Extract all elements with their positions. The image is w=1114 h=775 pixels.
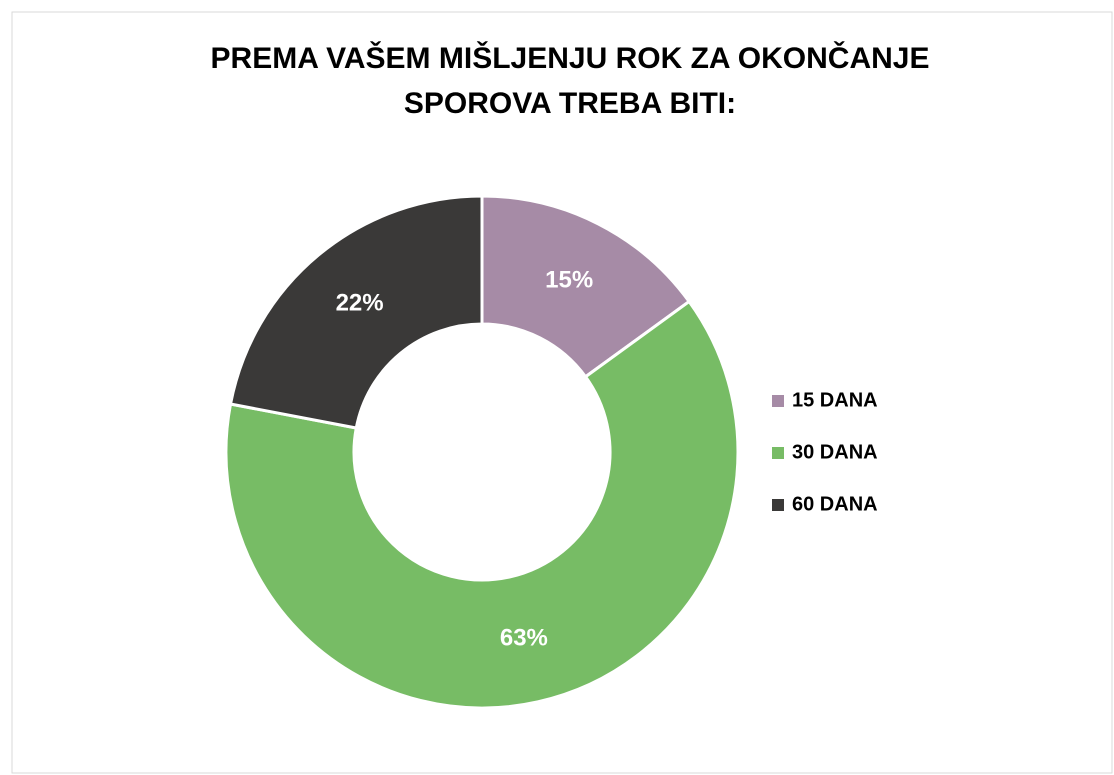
data-label: 15% [545, 266, 593, 293]
legend-swatch [772, 447, 784, 459]
legend-label: 60 DANA [792, 493, 878, 515]
legend-label: 30 DANA [792, 441, 878, 463]
data-label: 22% [336, 289, 384, 316]
chart-title: SPOROVA TREBA BITI: [404, 87, 736, 120]
donut-segment [228, 194, 484, 430]
legend-swatch [772, 395, 784, 407]
legend-label: 15 DANA [792, 389, 878, 411]
donut-segment [224, 299, 740, 710]
legend-swatch [772, 499, 784, 511]
chart-title: PREMA VAŠEM MIŠLJENJU ROK ZA OKONČANJE [211, 41, 930, 75]
data-label: 63% [500, 625, 548, 652]
donut-segment [480, 194, 692, 379]
